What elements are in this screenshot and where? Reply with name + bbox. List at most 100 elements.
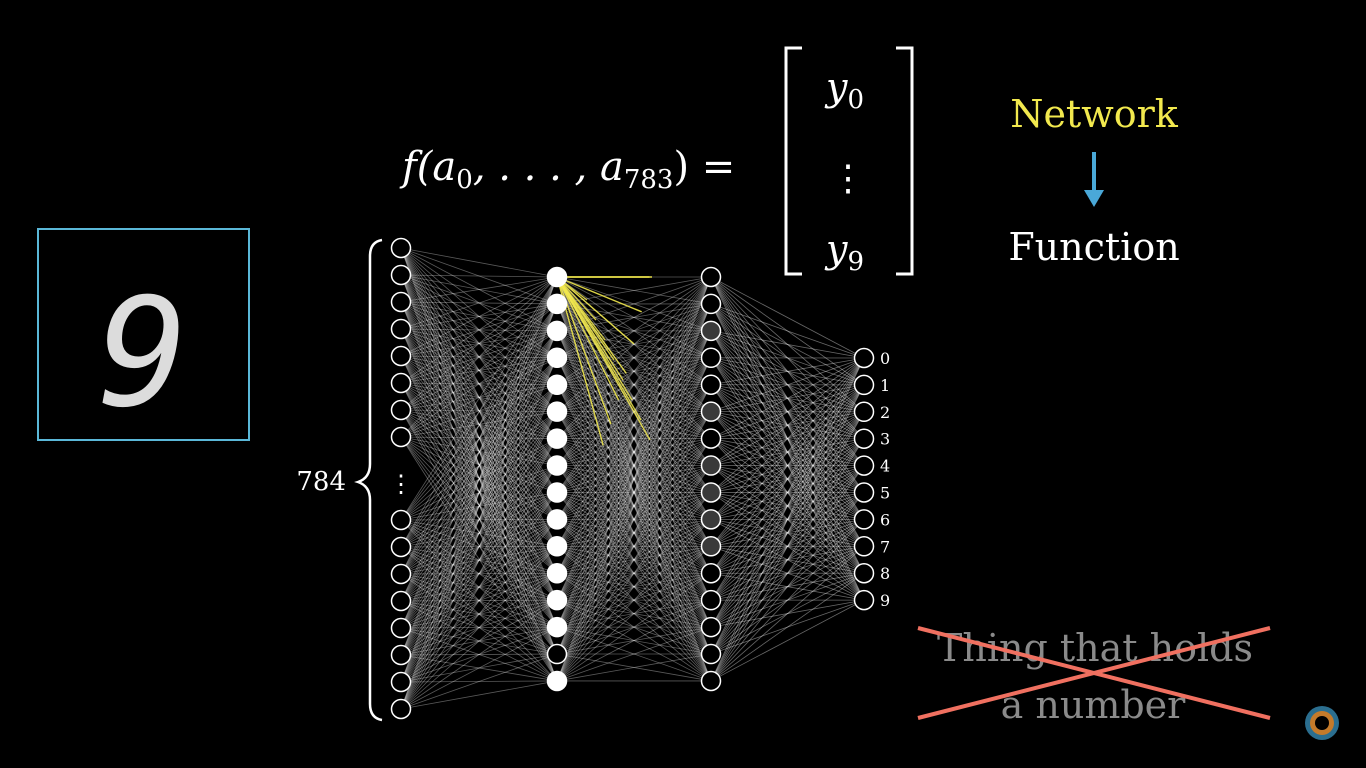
vector-bottom-entry: y9 bbox=[824, 227, 864, 277]
edge-hidden2-output bbox=[710, 357, 865, 547]
edge-input-hidden1 bbox=[400, 384, 558, 548]
edge-hidden2-output bbox=[710, 384, 865, 601]
hidden1-neuron bbox=[546, 266, 568, 288]
edge-hidden1-hidden2 bbox=[556, 276, 712, 466]
edge-input-hidden1 bbox=[400, 626, 558, 656]
edge-hidden1-hidden2 bbox=[556, 411, 712, 682]
edge-input-hidden1 bbox=[400, 600, 558, 628]
edge-input-hidden1 bbox=[400, 382, 558, 520]
edge-hidden1-hidden2 bbox=[556, 465, 712, 682]
edge-hidden2-output bbox=[710, 357, 865, 386]
edge-input-hidden1 bbox=[400, 328, 558, 386]
edge-input-hidden1 bbox=[400, 357, 558, 411]
edge-hidden2-output bbox=[710, 438, 865, 574]
edge-hidden1-hidden2 bbox=[556, 276, 712, 628]
struck-text-line1: Thing that holds bbox=[937, 626, 1253, 670]
edge-input-hidden1 bbox=[400, 545, 558, 683]
edge-hidden1-hidden2 bbox=[556, 303, 712, 439]
edge-input-hidden1 bbox=[400, 276, 558, 629]
edge-hidden1-hidden2 bbox=[556, 518, 712, 547]
edge-hidden2-output bbox=[710, 411, 865, 520]
edge-input-hidden1 bbox=[400, 626, 558, 629]
edge-input-hidden1 bbox=[400, 330, 558, 602]
edge-input-hidden1 bbox=[400, 545, 558, 575]
edge-hidden2-output bbox=[710, 572, 865, 601]
input-neuron bbox=[390, 399, 412, 421]
edge-input-hidden1 bbox=[400, 276, 558, 303]
edge-hidden2-output bbox=[710, 545, 865, 574]
edge-input-hidden1 bbox=[400, 409, 558, 547]
edge-input-hidden1 bbox=[400, 518, 558, 575]
edge-input-hidden1 bbox=[400, 409, 558, 439]
edge-input-hidden1 bbox=[400, 355, 558, 386]
edge-hidden2-output bbox=[710, 384, 865, 682]
edge-input-hidden1 bbox=[400, 330, 558, 521]
edge-input-hidden1 bbox=[400, 330, 558, 575]
network-edges bbox=[400, 247, 865, 710]
edge-input-hidden1 bbox=[400, 303, 558, 710]
edge-hidden1-hidden2 bbox=[556, 330, 712, 359]
edge-input-hidden1 bbox=[400, 680, 558, 710]
edge-hidden1-hidden2 bbox=[556, 357, 712, 574]
edge-hidden1-hidden2 bbox=[556, 545, 712, 628]
output-digit-label: 9 bbox=[880, 591, 890, 610]
edge-hidden2-output bbox=[710, 411, 865, 440]
edge-hidden2-output bbox=[710, 276, 865, 466]
edge-hidden1-hidden2 bbox=[556, 384, 712, 547]
edge-input-hidden1 bbox=[400, 301, 558, 520]
edge-hidden1-hidden2 bbox=[556, 330, 712, 439]
edge-hidden2-output bbox=[710, 411, 865, 628]
edge-input-hidden1 bbox=[400, 357, 558, 575]
edge-hidden2-output bbox=[710, 384, 865, 655]
edge-input-hidden1 bbox=[400, 247, 558, 574]
edge-input-hidden1 bbox=[400, 436, 558, 628]
edge-hidden1-hidden2 bbox=[556, 330, 712, 413]
edge-input-hidden1 bbox=[400, 301, 558, 574]
input-count-label: 784 bbox=[296, 467, 346, 497]
edge-hidden1-hidden2 bbox=[556, 276, 712, 628]
edge-input-hidden1 bbox=[400, 438, 558, 575]
edge-hidden2-output bbox=[710, 357, 865, 413]
edge-hidden2-output bbox=[710, 599, 865, 628]
edge-hidden1-hidden2 bbox=[556, 492, 712, 682]
edge-input-hidden1 bbox=[400, 355, 558, 493]
edge-input-hidden1 bbox=[400, 274, 558, 386]
edge-hidden1-hidden2 bbox=[556, 465, 712, 655]
edge-input-hidden1 bbox=[400, 301, 558, 359]
edge-hidden1-hidden2 bbox=[556, 357, 712, 413]
hidden2-neuron bbox=[700, 455, 722, 476]
output-neuron bbox=[853, 536, 875, 557]
hidden1-neuron bbox=[546, 562, 568, 584]
edge-hidden2-output bbox=[710, 492, 865, 547]
edge-hidden1-hidden2 bbox=[556, 330, 712, 655]
edge-hidden1-hidden2 bbox=[556, 492, 712, 682]
edge-hidden1-hidden2 bbox=[556, 330, 712, 682]
edge-hidden1-hidden2 bbox=[556, 438, 712, 655]
edge-input-hidden1 bbox=[400, 357, 558, 629]
input-neuron bbox=[390, 590, 412, 612]
edge-hidden1-hidden2 bbox=[556, 330, 712, 386]
edge-hidden1-hidden2 bbox=[556, 384, 712, 493]
highlighted-edge bbox=[556, 276, 620, 401]
edge-hidden2-output bbox=[710, 545, 865, 655]
edge-hidden2-output bbox=[710, 465, 865, 655]
edge-input-hidden1 bbox=[400, 519, 558, 601]
edge-hidden1-hidden2 bbox=[556, 411, 712, 466]
edge-hidden1-hidden2 bbox=[556, 357, 712, 439]
edge-hidden1-hidden2 bbox=[556, 626, 712, 655]
edge-input-hidden1 bbox=[400, 384, 558, 575]
edge-hidden2-output bbox=[710, 276, 865, 547]
edge-hidden2-output bbox=[710, 357, 865, 682]
edge-hidden2-output bbox=[710, 384, 865, 520]
edge-hidden1-hidden2 bbox=[556, 303, 712, 601]
input-brace bbox=[354, 238, 383, 722]
cross-stroke-2 bbox=[917, 626, 1271, 720]
edge-input-hidden1 bbox=[400, 328, 558, 493]
edge-input-hidden1 bbox=[400, 274, 558, 493]
edge-input-hidden1 bbox=[400, 546, 558, 682]
edge-input-hidden1 bbox=[400, 303, 558, 548]
edge-hidden1-hidden2 bbox=[556, 276, 712, 574]
edge-hidden1-hidden2 bbox=[556, 303, 712, 682]
edge-input-hidden1 bbox=[400, 330, 558, 710]
edge-hidden2-output bbox=[710, 384, 865, 439]
